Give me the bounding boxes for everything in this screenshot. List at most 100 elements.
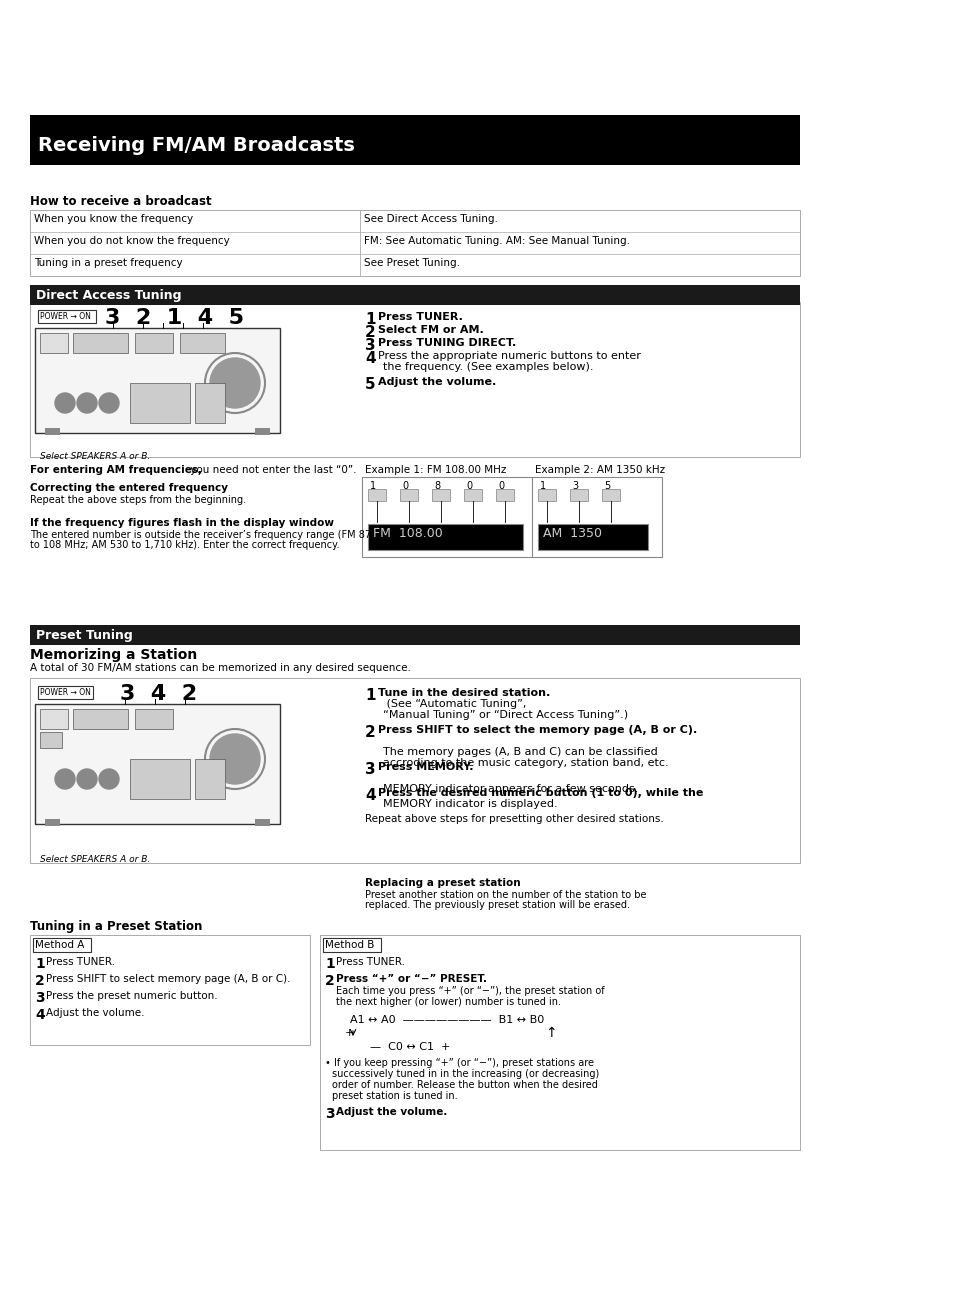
Text: 0: 0	[401, 481, 408, 491]
Text: the next higher (or lower) number is tuned in.: the next higher (or lower) number is tun…	[335, 997, 560, 1006]
Text: • If you keep pressing “+” (or “−”), preset stations are: • If you keep pressing “+” (or “−”), pre…	[325, 1057, 594, 1068]
Bar	[601, 489, 619, 501]
Bar	[130, 759, 190, 799]
Text: Preset Tuning: Preset Tuning	[36, 629, 132, 642]
Text: Example 2: AM 1350 kHz: Example 2: AM 1350 kHz	[535, 465, 664, 474]
Text: the frequency. (See examples below).: the frequency. (See examples below).	[382, 362, 593, 372]
Text: See Direct Access Tuning.: See Direct Access Tuning.	[364, 214, 497, 223]
Text: 3: 3	[35, 991, 45, 1005]
Bar	[180, 333, 225, 353]
Text: 5: 5	[365, 376, 375, 392]
Bar	[30, 935, 310, 1046]
Text: Select FM or AM.: Select FM or AM.	[377, 325, 483, 335]
Text: Correcting the entered frequency: Correcting the entered frequency	[30, 484, 228, 493]
Bar	[130, 383, 190, 423]
Text: The entered number is outside the receiver’s frequency range (FM 87.5: The entered number is outside the receiv…	[30, 531, 380, 540]
Text: Method B: Method B	[325, 940, 374, 950]
Bar	[399, 489, 417, 501]
Text: Repeat the above steps from the beginning.: Repeat the above steps from the beginnin…	[30, 495, 246, 505]
Bar	[569, 489, 587, 501]
Text: See Preset Tuning.: See Preset Tuning.	[364, 257, 459, 268]
Text: (See “Automatic Tuning”,: (See “Automatic Tuning”,	[382, 699, 526, 708]
Text: When you do not know the frequency: When you do not know the frequency	[34, 237, 230, 246]
Text: accroding to the music category, station band, etc.: accroding to the music category, station…	[382, 758, 668, 769]
Bar	[30, 678, 800, 863]
Bar	[254, 819, 270, 826]
Circle shape	[210, 735, 260, 784]
Text: Press TUNER.: Press TUNER.	[377, 312, 462, 322]
Text: 1: 1	[539, 481, 545, 491]
Text: 3: 3	[572, 481, 578, 491]
Text: Adjust the volume.: Adjust the volume.	[335, 1107, 447, 1117]
Text: For entering AM frequencies,: For entering AM frequencies,	[30, 465, 202, 474]
Text: Each time you press “+” (or “−”), the preset station of: Each time you press “+” (or “−”), the pr…	[335, 985, 604, 996]
Circle shape	[77, 393, 97, 413]
Text: FM: See Automatic Tuning. AM: See Manual Tuning.: FM: See Automatic Tuning. AM: See Manual…	[364, 237, 629, 246]
Text: 2: 2	[365, 325, 375, 340]
Bar	[40, 708, 68, 729]
Text: MEMORY indicator appears for a few seconds.: MEMORY indicator appears for a few secon…	[382, 784, 638, 793]
Bar	[368, 524, 522, 550]
Text: A total of 30 FM/AM stations can be memorized in any desired sequence.: A total of 30 FM/AM stations can be memo…	[30, 663, 411, 673]
Text: Memorizing a Station: Memorizing a Station	[30, 648, 197, 663]
Text: 3  4  2: 3 4 2	[120, 684, 197, 704]
Text: 0: 0	[497, 481, 503, 491]
Text: Tuning in a Preset Station: Tuning in a Preset Station	[30, 920, 202, 933]
Text: 1: 1	[370, 481, 375, 491]
Bar	[35, 328, 280, 433]
Bar	[532, 477, 661, 557]
Bar	[463, 489, 481, 501]
Bar	[30, 115, 800, 165]
Text: 3  2  1  4  5: 3 2 1 4 5	[105, 308, 244, 328]
Bar	[73, 333, 128, 353]
Bar	[45, 819, 60, 826]
Text: Press “+” or “−” PRESET.: Press “+” or “−” PRESET.	[335, 974, 486, 984]
Circle shape	[77, 769, 97, 789]
Bar	[40, 333, 68, 353]
Bar	[38, 686, 92, 699]
Bar	[30, 625, 800, 644]
Text: 4: 4	[35, 1008, 45, 1022]
Text: 3: 3	[365, 339, 375, 353]
Text: If the frequency figures flash in the display window: If the frequency figures flash in the di…	[30, 518, 334, 528]
Text: Press MEMORY.: Press MEMORY.	[377, 762, 473, 772]
Circle shape	[55, 769, 75, 789]
Text: 3: 3	[325, 1107, 335, 1121]
Bar	[537, 524, 647, 550]
Circle shape	[99, 393, 119, 413]
Text: 2: 2	[325, 974, 335, 988]
Text: 5: 5	[603, 481, 610, 491]
Text: order of number. Release the button when the desired: order of number. Release the button when…	[332, 1080, 598, 1090]
Text: Press SHIFT to select memory page (A, B or C).: Press SHIFT to select memory page (A, B …	[46, 974, 291, 984]
Bar	[432, 489, 450, 501]
Text: Press SHIFT to select the memory page (A, B or C).: Press SHIFT to select the memory page (A…	[377, 725, 697, 735]
Text: preset station is tuned in.: preset station is tuned in.	[332, 1091, 457, 1100]
Circle shape	[210, 358, 260, 408]
Bar	[30, 302, 800, 457]
Circle shape	[99, 769, 119, 789]
Bar	[45, 427, 60, 435]
Text: Adjust the volume.: Adjust the volume.	[46, 1008, 144, 1018]
Text: 4: 4	[365, 788, 375, 802]
Text: Receiving FM/AM Broadcasts: Receiving FM/AM Broadcasts	[38, 136, 355, 156]
Bar	[194, 759, 225, 799]
Bar	[361, 477, 537, 557]
Text: “Manual Tuning” or “Direct Access Tuning”.): “Manual Tuning” or “Direct Access Tuning…	[382, 710, 627, 720]
Text: Method A: Method A	[35, 940, 84, 950]
Text: MEMORY indicator is displayed.: MEMORY indicator is displayed.	[382, 799, 558, 809]
Bar	[194, 383, 225, 423]
Bar	[496, 489, 514, 501]
Text: 2: 2	[365, 725, 375, 740]
Text: POWER → ON: POWER → ON	[40, 312, 91, 322]
Text: Press the preset numeric button.: Press the preset numeric button.	[46, 991, 217, 1001]
Bar	[537, 489, 556, 501]
Bar	[73, 708, 128, 729]
Bar	[35, 704, 280, 823]
Bar	[319, 935, 800, 1150]
Text: Press TUNER.: Press TUNER.	[46, 957, 115, 967]
Text: Select SPEAKERS A or B.: Select SPEAKERS A or B.	[40, 452, 150, 461]
Text: Press the desired numeric button (1 to 0), while the: Press the desired numeric button (1 to 0…	[377, 788, 702, 799]
Text: you need not enter the last “0”.: you need not enter the last “0”.	[187, 465, 356, 474]
Text: Tuning in a preset frequency: Tuning in a preset frequency	[34, 257, 182, 268]
Text: 1: 1	[35, 957, 45, 971]
